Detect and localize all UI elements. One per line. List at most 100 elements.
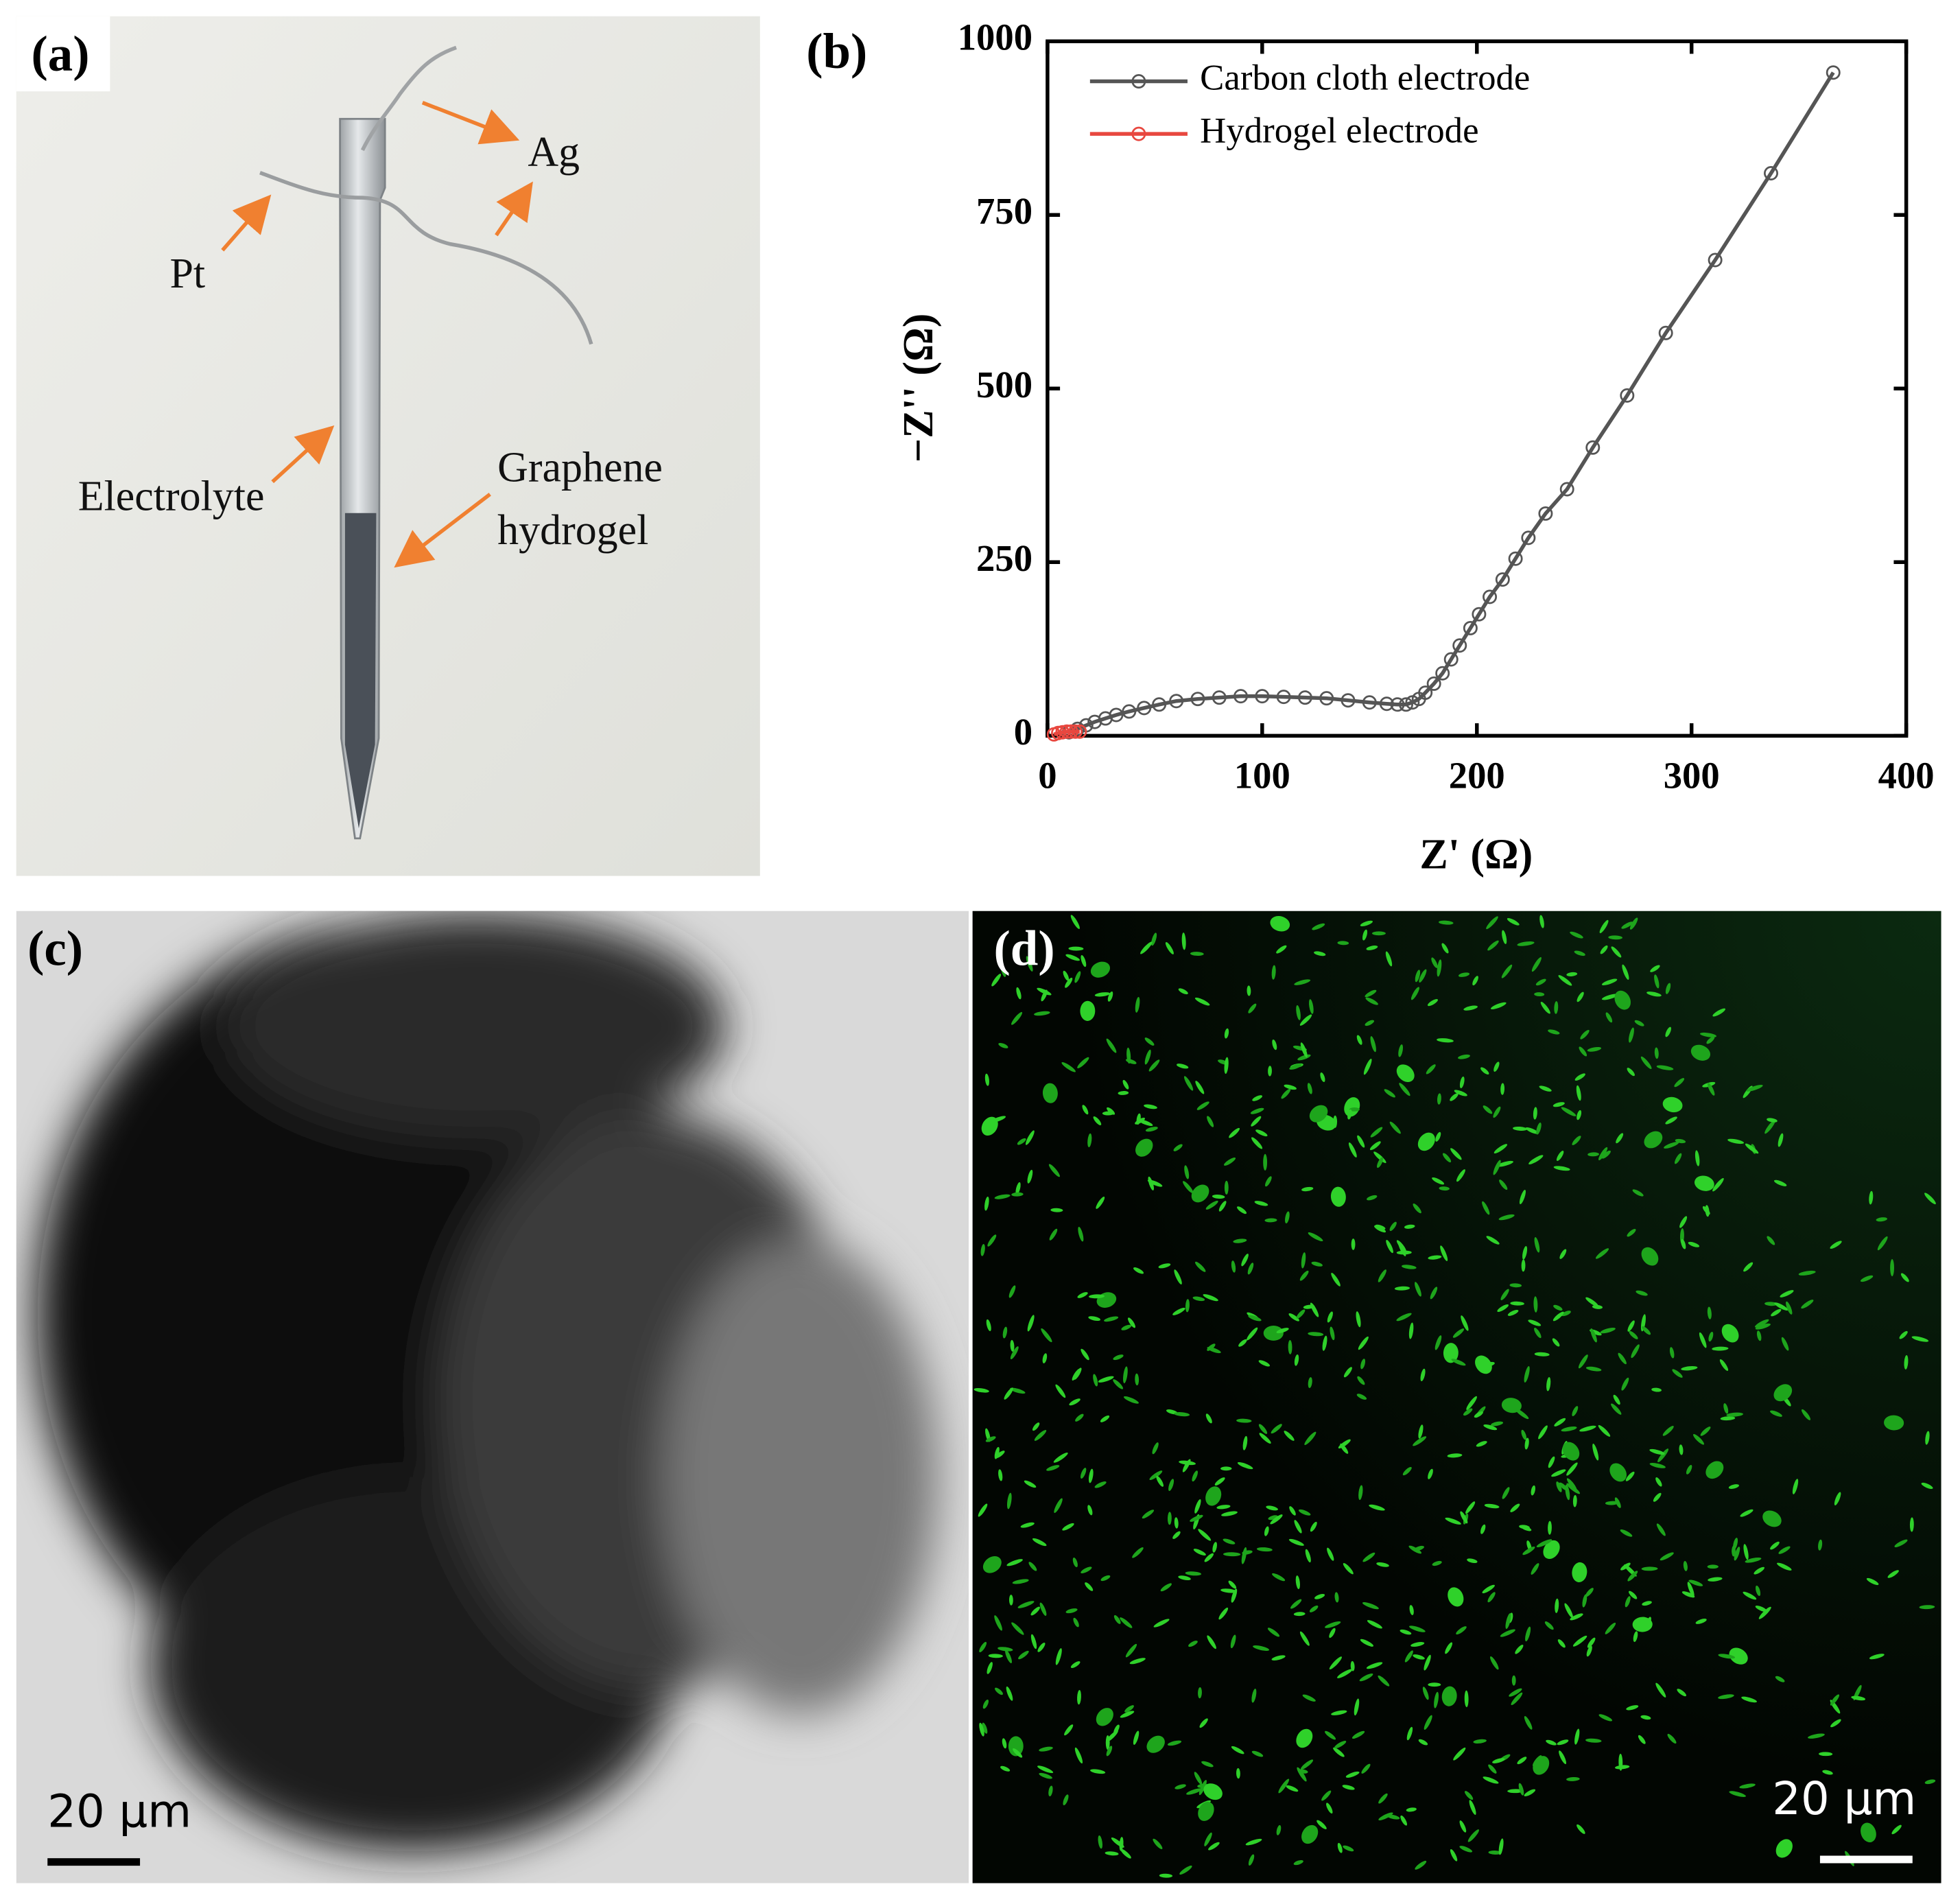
bacterium [1248,1003,1257,1013]
bacterium [1409,1605,1414,1615]
bacterium [1075,1413,1084,1422]
bacterium [1325,1730,1336,1740]
bacterium [1890,1259,1894,1277]
bacterium [1204,1832,1212,1846]
bacterium [1655,1477,1662,1487]
bacterium [1775,1676,1785,1682]
bacterium [1218,1201,1227,1212]
bacterium [1695,1150,1700,1166]
bacterium [1729,1791,1746,1797]
bacterium [1090,961,1111,978]
bacterium [1719,1359,1729,1371]
bacterium [1125,1643,1137,1658]
bacterium [1894,1539,1908,1547]
bacterium [1267,1628,1280,1637]
bacterium [1415,1282,1421,1297]
bacterium [1627,1571,1638,1582]
bacterium [1521,1429,1527,1440]
bacterium [1094,1481,1107,1488]
bacterium [1236,1768,1240,1779]
bacterium [1518,1783,1524,1796]
bacterium [1439,920,1454,925]
data-point [1297,690,1312,705]
bacterium [998,1042,1008,1048]
photo-background [16,16,760,876]
bacterium [1614,1497,1621,1508]
bacterium [1253,1645,1270,1651]
bacterium [1276,1824,1282,1835]
bacterium [1640,1715,1651,1720]
bacterium [1037,1642,1046,1652]
bacterium [1039,1772,1052,1779]
bacterium [1497,1304,1509,1312]
bacterium [1255,1129,1268,1137]
bacterium [1533,1107,1537,1120]
bacterium [1186,1788,1203,1795]
bacterium [1694,1175,1714,1191]
bacterium [1338,1439,1351,1448]
bacterium [1483,1105,1493,1114]
bacterium [1090,1769,1106,1774]
bacterium [1551,1469,1566,1477]
bacterium [1297,1054,1311,1061]
bacterium [1008,1595,1013,1606]
bacterium [1359,1674,1373,1682]
bacterium [1149,1470,1163,1481]
bacterium [1151,932,1157,946]
bacterium [1654,974,1660,989]
bacterium [1708,1331,1714,1342]
bacterium [1558,975,1572,986]
bacterium [1329,1656,1342,1670]
bacterium [1500,1083,1505,1095]
bacterium [1656,1523,1666,1536]
bacterium [1773,1179,1787,1186]
bacterium [1498,1214,1515,1221]
bacterium [1609,1463,1627,1482]
bacterium [1534,992,1545,997]
bacterium [1486,1236,1500,1245]
bacterium [1415,1860,1427,1870]
bacterium [1515,1645,1524,1654]
arrow [394,493,491,568]
bacterium [1233,1238,1247,1243]
bacterium [1190,952,1204,956]
bacterium [1135,1373,1140,1386]
bacterium [1017,1138,1026,1145]
bacterium [1174,1517,1179,1529]
bacterium [1088,1468,1094,1483]
bacterium [1437,1038,1454,1043]
bacterium [1708,1083,1715,1096]
bacterium [1539,1085,1552,1092]
bacterium [1622,964,1629,980]
bacterium [1229,1127,1240,1138]
bacterium [1483,1424,1498,1431]
data-point [1495,572,1510,587]
bacterium [1289,1064,1302,1070]
bacterium [1435,1131,1441,1142]
bacterium [1413,1654,1425,1660]
bacterium [1632,1617,1653,1632]
bacterium [1679,1216,1688,1228]
bacterium [1778,1546,1791,1554]
annotation: Electrolyte [78,473,265,520]
bacterium [1587,1637,1596,1648]
bacterium [1539,915,1544,928]
panel-c [16,911,969,1883]
bacterium [1745,1143,1759,1154]
bacterium [1242,1435,1248,1451]
bacterium [1322,1335,1327,1351]
bacterium [1296,1728,1313,1748]
bacterium [1605,1012,1613,1023]
bacterium [1428,1468,1433,1479]
bacterium [1440,1245,1448,1261]
bacterium [1502,1487,1510,1499]
bacterium [1460,1511,1468,1524]
bacterium [1743,1544,1749,1560]
bacterium [1528,1319,1542,1326]
bacterium [1230,1634,1236,1649]
bacterium [1173,1144,1183,1151]
bacterium [1459,1846,1473,1853]
bacterium [1536,1539,1552,1548]
bacterium [1409,1625,1426,1632]
bacterium [1754,1566,1764,1575]
